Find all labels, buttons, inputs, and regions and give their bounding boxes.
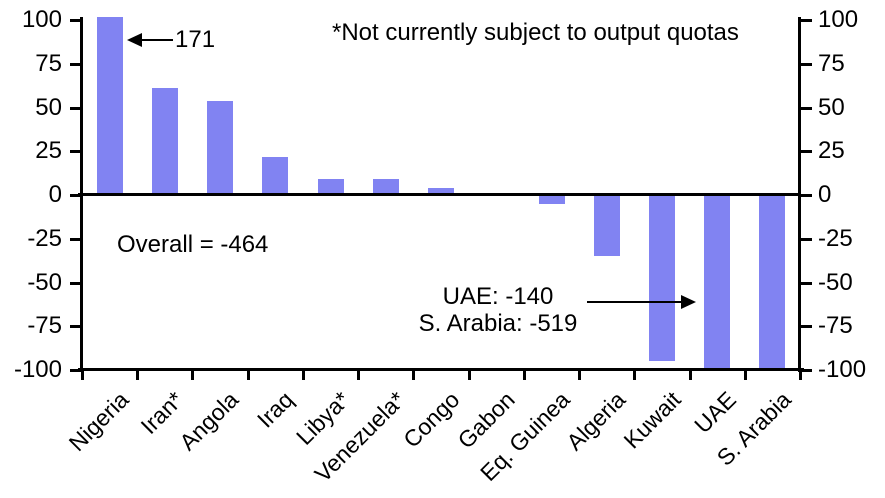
y-tick-label: 75 — [818, 50, 845, 77]
bar-uae — [704, 195, 731, 370]
y-tick-label: -100 — [818, 356, 867, 383]
x-tick — [689, 371, 692, 380]
x-tick — [136, 371, 139, 380]
y-tick-label: 0 — [818, 181, 832, 208]
y-tick — [70, 19, 81, 22]
y-tick — [801, 19, 812, 22]
y-tick — [70, 63, 81, 66]
uae-note-line: UAE: -140 — [442, 283, 554, 310]
bar-libya — [317, 179, 344, 196]
y-tick — [70, 282, 81, 285]
y-tick-label: -25 — [27, 225, 62, 252]
y-tick-label: -100 — [13, 356, 62, 383]
overall-note: Overall = -464 — [117, 231, 269, 258]
y-tick-label: 25 — [35, 137, 62, 164]
y-tick — [70, 325, 81, 328]
clipped-values-note: UAE: -140 S. Arabia: -519 — [398, 283, 598, 337]
y-tick — [70, 369, 81, 372]
nigeria-callout-arrow-line — [140, 39, 173, 41]
bar-venezuela — [372, 179, 399, 196]
x-tick — [302, 371, 305, 380]
y-tick-label: 100 — [21, 6, 62, 33]
nigeria-value-callout: 171 — [175, 26, 216, 53]
x-tick — [799, 371, 802, 380]
x-tick — [468, 371, 471, 380]
x-tick — [578, 371, 581, 380]
y-tick — [801, 282, 812, 285]
y-tick — [801, 238, 812, 241]
bar-s-arabia — [759, 195, 786, 370]
x-tick — [523, 371, 526, 380]
y-tick-label: -50 — [818, 269, 853, 296]
y-tick — [801, 63, 812, 66]
y-tick — [801, 325, 812, 328]
bar-eq-guinea — [538, 195, 565, 204]
y-tick-label: 0 — [48, 181, 62, 208]
x-tick — [744, 371, 747, 380]
x-tick — [81, 371, 84, 380]
x-tick — [191, 371, 194, 380]
y-tick — [70, 194, 81, 197]
y-tick-label: -75 — [27, 312, 62, 339]
y-tick — [801, 150, 812, 153]
bar-congo — [428, 188, 454, 195]
y-tick-label: 50 — [35, 94, 62, 121]
bar-nigeria — [96, 17, 123, 195]
footnote-text: *Not currently subject to output quotas — [332, 19, 739, 46]
y-tick-label: -75 — [818, 312, 853, 339]
x-tick — [412, 371, 415, 380]
x-tick — [633, 371, 636, 380]
x-tick — [247, 371, 250, 380]
y-tick — [70, 150, 81, 153]
clipped-note-arrow-line — [587, 301, 683, 303]
y-tick-label: 25 — [818, 137, 845, 164]
y-tick — [801, 194, 812, 197]
y-tick — [801, 107, 812, 110]
zero-baseline — [78, 193, 801, 196]
y-tick — [801, 369, 812, 372]
y-tick — [70, 107, 81, 110]
clipped-note-arrowhead-icon — [681, 295, 696, 309]
y-tick-label: -25 — [818, 225, 853, 252]
x-tick — [357, 371, 360, 380]
y-tick — [70, 238, 81, 241]
bar-kuwait — [648, 195, 675, 362]
y-tick-label: -50 — [27, 269, 62, 296]
bar-iran — [151, 88, 178, 196]
y-tick-label: 75 — [35, 50, 62, 77]
x-axis-bottom-spine — [78, 368, 804, 371]
y-tick-label: 100 — [818, 6, 859, 33]
nigeria-callout-arrowhead-icon — [127, 33, 142, 47]
y-tick-label: 50 — [818, 94, 845, 121]
saudi-note-line: S. Arabia: -519 — [418, 310, 578, 337]
bar-algeria — [593, 195, 620, 257]
bar-iraq — [262, 156, 289, 195]
bar-angola — [207, 100, 234, 195]
